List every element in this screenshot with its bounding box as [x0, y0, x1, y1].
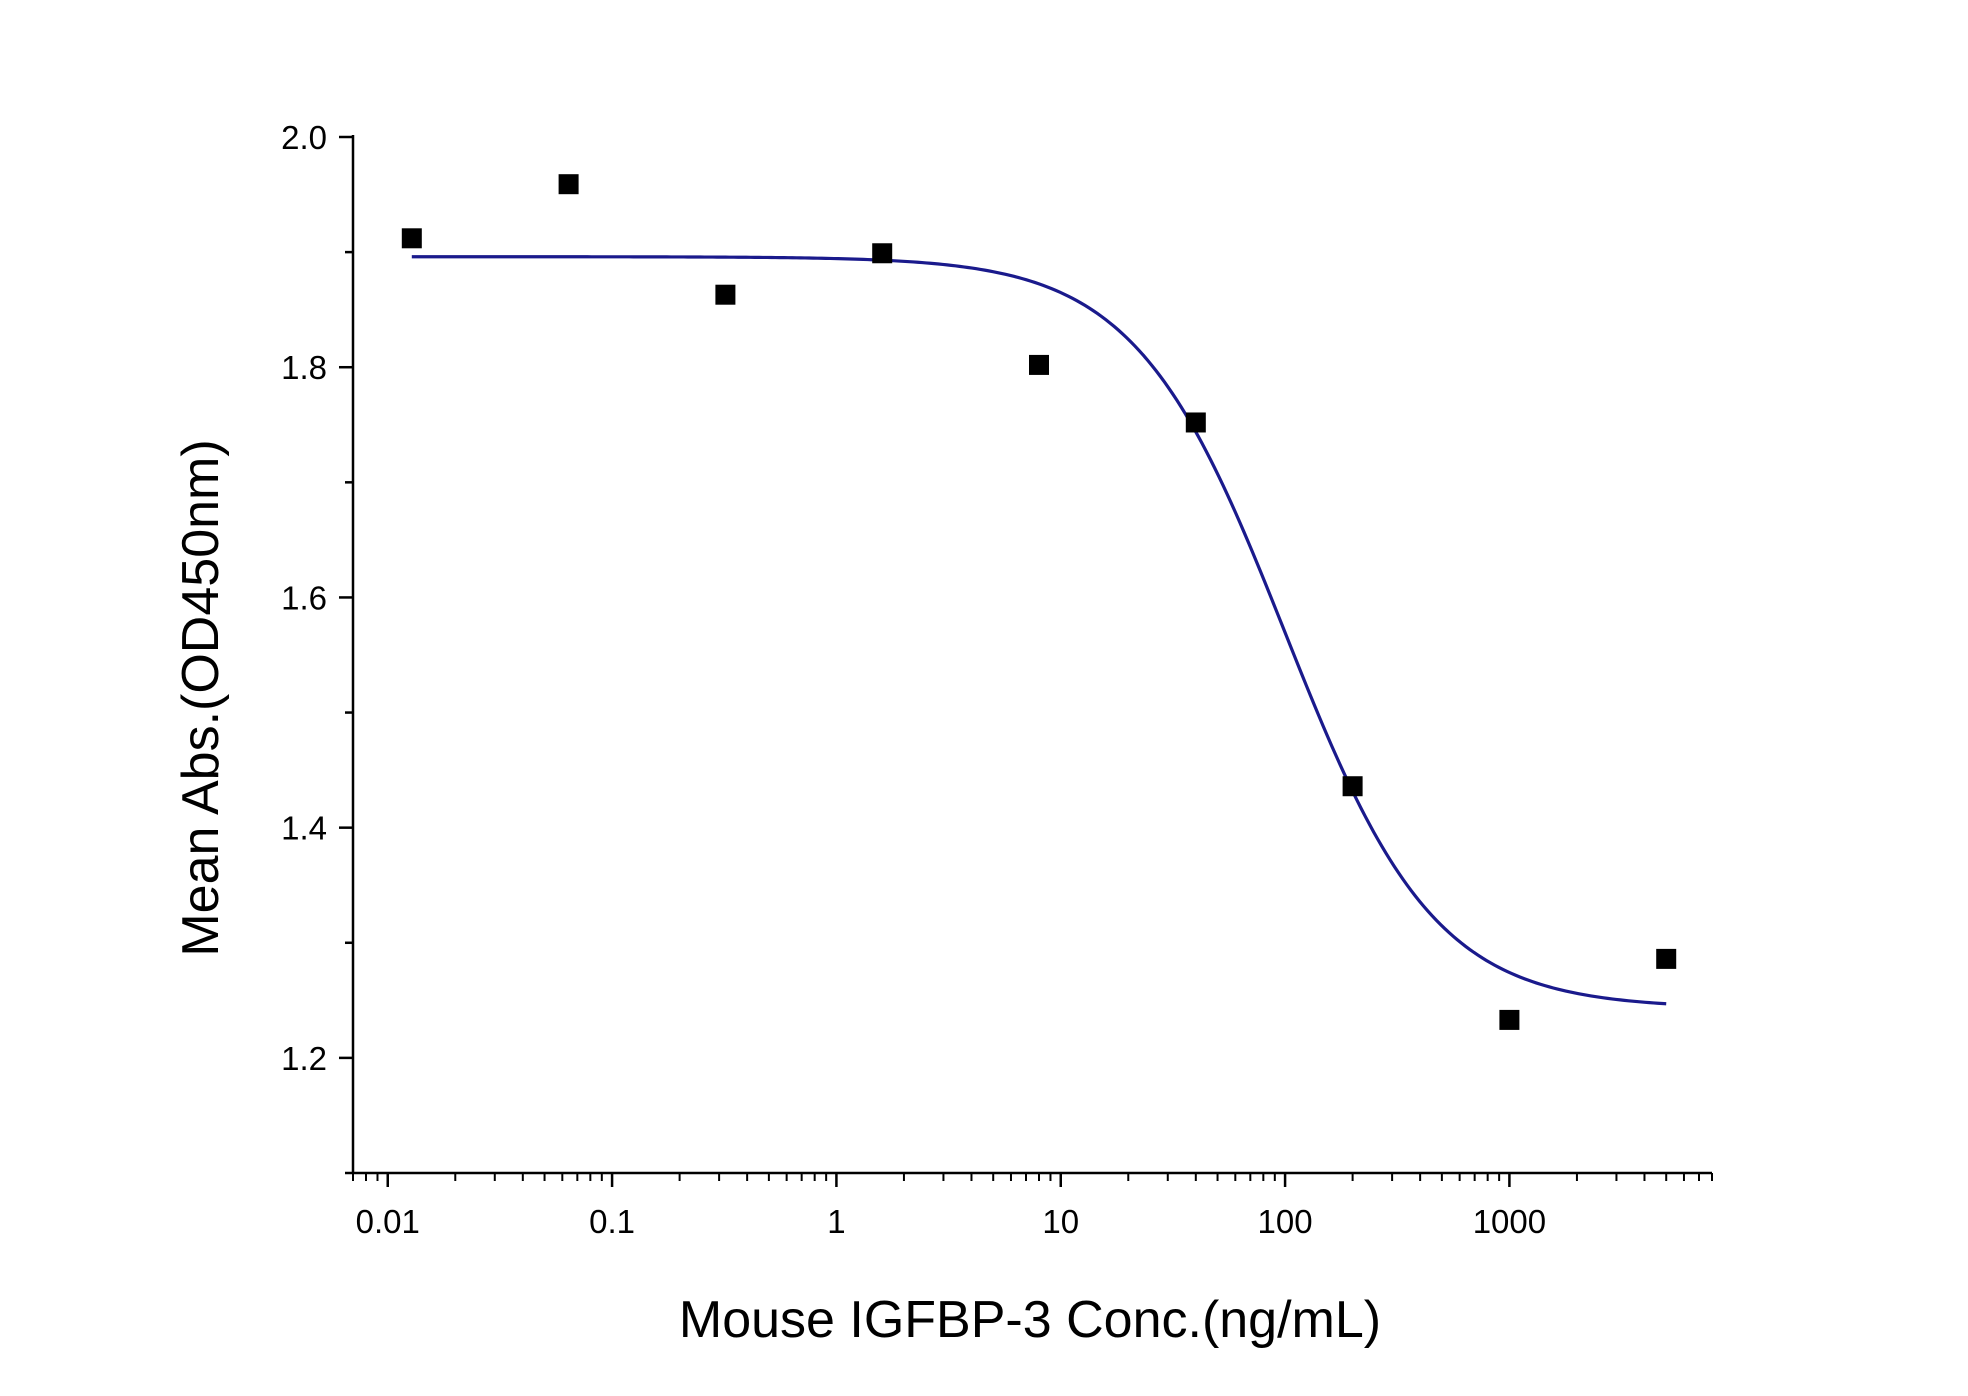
y-tick-label: 1.8 [281, 349, 327, 386]
data-point [1185, 412, 1206, 433]
y-tick-label: 2.0 [281, 119, 327, 156]
fit-curve [411, 255, 1667, 1006]
x-tick-label: 1 [827, 1203, 845, 1240]
x-tick-label: 10 [1042, 1203, 1079, 1240]
data-point [1656, 948, 1677, 969]
y-axis-title: Mean Abs.(OD450nm) [172, 439, 230, 956]
data-point [401, 228, 422, 249]
y-tick-label: 1.4 [281, 810, 327, 847]
fit-curve-layer [411, 255, 1667, 1006]
x-tick-label: 0.1 [589, 1203, 635, 1240]
data-point [872, 243, 893, 264]
data-points [401, 174, 1677, 1030]
x-tick-label: 0.01 [356, 1203, 420, 1240]
data-point [1499, 1009, 1520, 1030]
x-tick-label: 1000 [1473, 1203, 1546, 1240]
x-axis-title: Mouse IGFBP-3 Conc.(ng/mL) [679, 1291, 1381, 1349]
data-point [715, 284, 736, 305]
data-point [558, 174, 579, 195]
y-tick-label: 1.2 [281, 1040, 327, 1077]
data-point [1342, 776, 1363, 797]
x-tick-label: 100 [1258, 1203, 1313, 1240]
data-point [1029, 354, 1050, 375]
axes: 1.2 1.4 1.6 1.8 2.0 0.01 0.1 1 10 100 1000 [281, 119, 1713, 1240]
y-tick-label: 1.6 [281, 579, 327, 616]
